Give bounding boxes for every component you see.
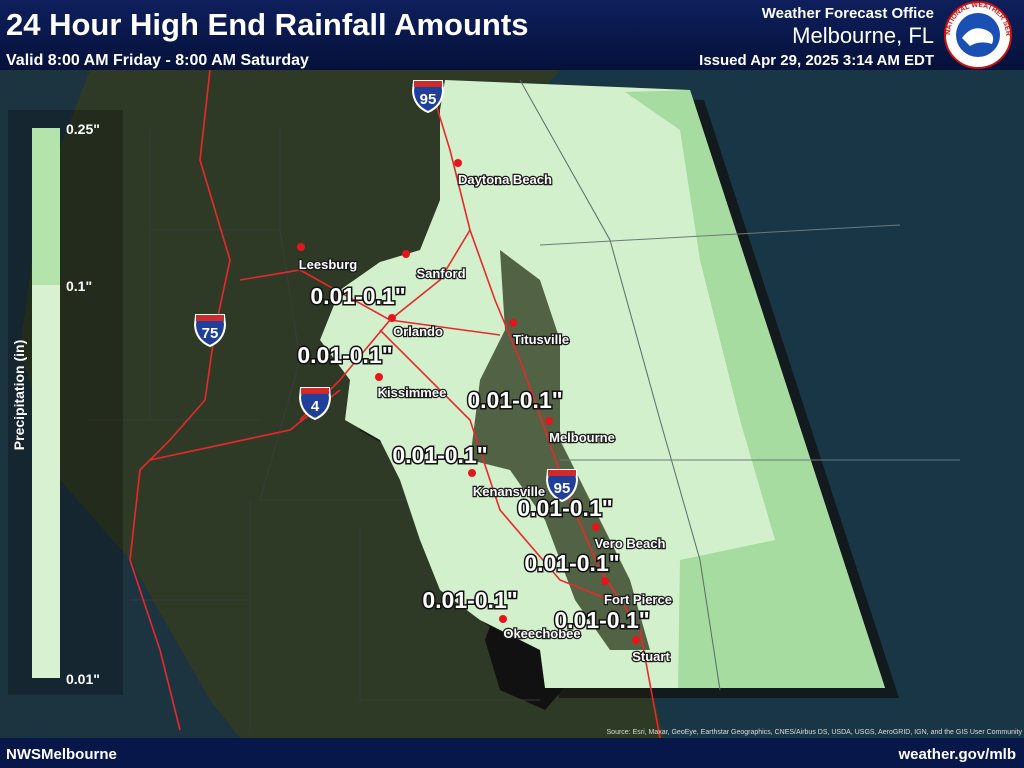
city-dot [454, 159, 462, 167]
office-location: Melbourne, FL [792, 23, 934, 48]
city-label: Melbourne [549, 430, 615, 445]
interstate-shield: 4 [298, 387, 332, 421]
interstate-shield: 95 [411, 80, 445, 114]
amount-label: 0.01-0.1" [422, 587, 517, 613]
footer-handle: NWSMelbourne [6, 746, 117, 763]
amount-label: 0.01-0.1" [517, 495, 612, 521]
city-dot [592, 523, 600, 531]
city-dot [632, 636, 640, 644]
city-dot [601, 577, 609, 585]
city-label: Kenansville [473, 484, 545, 499]
city-dot [499, 615, 507, 623]
interstate-number: 95 [554, 480, 571, 497]
city-label: Sanford [416, 266, 465, 281]
city-dot [545, 417, 553, 425]
interstate-number: 4 [311, 398, 320, 415]
legend-label: 0.01" [66, 671, 100, 687]
header-bar [0, 0, 1024, 70]
amount-labels: 0.01-0.1" 0.01-0.1" 0.01-0.1" 0.01-0.1" … [296, 282, 651, 635]
interstate-shield: 95 [545, 469, 579, 503]
rain-area-darker [625, 90, 885, 688]
cities: Daytona Beach Leesburg Sanford Orlando T… [297, 159, 673, 665]
title: 24 Hour High End Rainfall Amounts [6, 7, 528, 42]
amount-label: 0.01-0.1" [524, 550, 619, 576]
legend: 0.25" 0.1" 0.01" Precipitation (in) [8, 110, 123, 695]
footer-bar [0, 738, 1024, 768]
city-label: Titusville [513, 332, 569, 347]
interstate-shield: 75 [193, 314, 227, 348]
valid-period: Valid 8:00 AM Friday - 8:00 AM Saturday [6, 52, 309, 69]
source-attribution: Source: Esri, Maxar, GeoEye, Earthstar G… [607, 729, 1023, 736]
city-dot [402, 250, 410, 258]
city-label: Kissimmee [378, 385, 447, 400]
city-dot [388, 314, 396, 322]
legend-label: 0.1" [66, 278, 92, 294]
legend-label: 0.25" [66, 121, 100, 137]
city-dot [509, 319, 517, 327]
amount-label: 0.01-0.1" [310, 283, 405, 309]
amount-label: 0.01-0.1" [297, 342, 392, 368]
city-label: Fort Pierce [604, 592, 672, 607]
interstate-number: 95 [420, 91, 437, 108]
city-dot [297, 243, 305, 251]
city-label: Stuart [632, 649, 670, 664]
city-label: Vero Beach [595, 536, 666, 551]
city-label: Okeechobee [503, 626, 580, 641]
rain-area-light [320, 80, 885, 688]
amount-label: 0.01-0.1" [467, 387, 562, 413]
city-dot [468, 469, 476, 477]
interstate-number: 75 [202, 325, 219, 342]
office: Weather Forecast Office [762, 5, 934, 22]
city-dot [375, 373, 383, 381]
amount-label: 0.01-0.1" [554, 607, 649, 633]
issued: Issued Apr 29, 2025 3:14 AM EDT [699, 52, 934, 69]
city-label: Daytona Beach [458, 172, 552, 187]
footer-url: weather.gov/mlb [897, 746, 1016, 763]
legend-title: Precipitation (in) [11, 340, 27, 450]
city-label: Orlando [393, 324, 443, 339]
city-label: Leesburg [299, 257, 358, 272]
coast-lines [519, 79, 960, 691]
amount-label: 0.01-0.1" [392, 442, 487, 468]
legend-bg [8, 110, 123, 695]
legend-bin [32, 128, 60, 285]
legend-bin [32, 285, 60, 678]
